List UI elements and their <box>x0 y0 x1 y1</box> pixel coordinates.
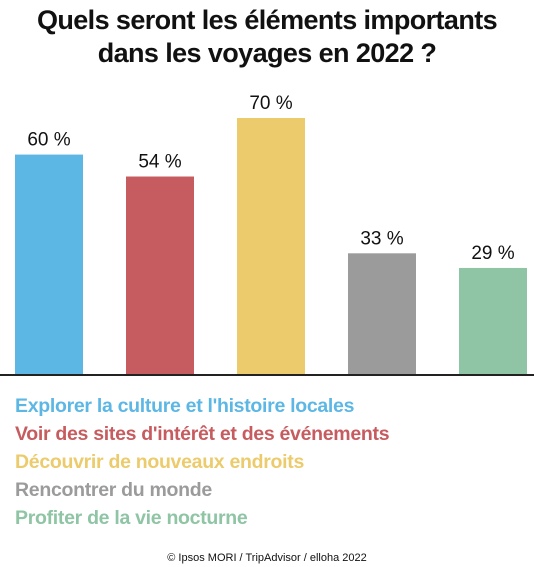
bar-value-label-1: 60 % <box>27 130 70 151</box>
bar-4 <box>348 253 416 374</box>
bar-3 <box>237 118 305 374</box>
bar-2 <box>126 176 194 374</box>
bar-5 <box>459 267 527 374</box>
bar-chart: 60 % 54 % 70 % 33 % 29 % <box>0 93 534 376</box>
bar-value-label-2: 54 % <box>138 152 181 173</box>
bar-value-label-3: 70 % <box>249 93 292 114</box>
legend-item-rencontrer-monde: Rencontrer du monde <box>15 479 212 501</box>
chart-legend: Explorer la culture et l'histoire locale… <box>15 392 390 532</box>
bar-value-label-4: 33 % <box>360 228 403 249</box>
legend-item-explorer-culture: Explorer la culture et l'histoire locale… <box>15 395 355 417</box>
chart-title: Quels seront les éléments importants dan… <box>0 4 534 70</box>
legend-item-vie-nocturne: Profiter de la vie nocturne <box>15 507 248 529</box>
bar-1 <box>15 154 83 374</box>
legend-item-voir-sites: Voir des sites d'intérêt et des événemen… <box>15 423 390 445</box>
source-credit: © Ipsos MORI / TripAdvisor / elloha 2022 <box>167 552 367 564</box>
chart-title-line-1: Quels seront les éléments importants <box>36 5 498 35</box>
bar-value-label-5: 29 % <box>471 243 514 264</box>
legend-item-decouvrir-endroits: Découvrir de nouveaux endroits <box>15 451 304 473</box>
chart-title-line-2: dans les voyages en 2022 ? <box>97 38 437 68</box>
